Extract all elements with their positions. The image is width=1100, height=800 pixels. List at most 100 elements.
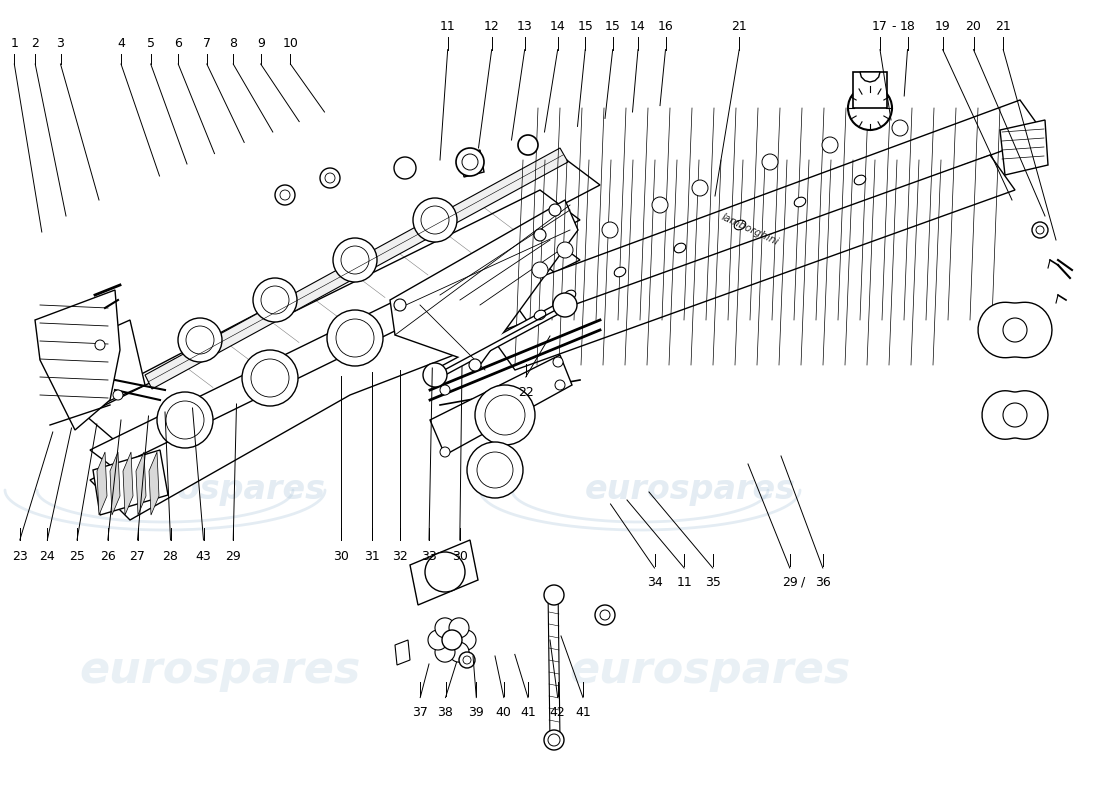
Circle shape (327, 310, 383, 366)
Text: 23: 23 (12, 550, 28, 562)
Polygon shape (97, 452, 107, 515)
Ellipse shape (614, 267, 626, 277)
Text: 18: 18 (900, 20, 915, 33)
Circle shape (692, 180, 708, 196)
Ellipse shape (564, 290, 575, 300)
Circle shape (1036, 226, 1044, 234)
Polygon shape (145, 148, 568, 389)
Circle shape (1003, 318, 1027, 342)
Circle shape (518, 135, 538, 155)
Text: 24: 24 (40, 550, 55, 562)
Circle shape (762, 154, 778, 170)
Polygon shape (490, 155, 1015, 370)
Polygon shape (460, 150, 484, 177)
Circle shape (253, 278, 297, 322)
Text: 36: 36 (815, 576, 830, 589)
Circle shape (242, 350, 298, 406)
Text: 29: 29 (782, 576, 797, 589)
Circle shape (600, 610, 610, 620)
Text: lamborghini: lamborghini (719, 212, 780, 248)
Circle shape (157, 392, 213, 448)
Circle shape (892, 120, 907, 136)
Text: 22: 22 (518, 386, 534, 398)
Polygon shape (395, 640, 410, 665)
Circle shape (440, 385, 450, 395)
Circle shape (324, 173, 336, 183)
Polygon shape (90, 230, 580, 480)
Circle shape (468, 442, 522, 498)
Circle shape (822, 137, 838, 153)
Text: 41: 41 (520, 706, 536, 718)
Text: 27: 27 (130, 550, 145, 562)
Text: 35: 35 (705, 576, 720, 589)
Circle shape (553, 357, 563, 367)
Ellipse shape (794, 197, 806, 207)
Text: 7: 7 (202, 37, 211, 50)
Polygon shape (505, 100, 1045, 325)
Circle shape (456, 630, 476, 650)
Circle shape (434, 618, 455, 638)
Ellipse shape (535, 310, 546, 320)
Circle shape (544, 730, 564, 750)
Text: 28: 28 (163, 550, 178, 562)
Circle shape (275, 185, 295, 205)
Polygon shape (110, 452, 120, 515)
Circle shape (548, 734, 560, 746)
Text: 21: 21 (996, 20, 1011, 33)
Circle shape (557, 242, 573, 258)
Circle shape (421, 206, 449, 234)
Polygon shape (148, 452, 159, 515)
Circle shape (440, 447, 450, 457)
Text: 26: 26 (100, 550, 116, 562)
Circle shape (320, 168, 340, 188)
Circle shape (95, 340, 104, 350)
Polygon shape (136, 452, 146, 515)
Circle shape (449, 642, 469, 662)
Circle shape (428, 630, 448, 650)
Text: 39: 39 (469, 706, 484, 718)
Text: 14: 14 (630, 20, 646, 33)
Circle shape (336, 319, 374, 357)
Circle shape (532, 262, 548, 278)
Polygon shape (35, 290, 120, 430)
Circle shape (394, 299, 406, 311)
Circle shape (848, 86, 892, 130)
Text: 34: 34 (647, 576, 662, 589)
Polygon shape (410, 540, 478, 605)
Circle shape (556, 380, 565, 390)
Text: 31: 31 (364, 550, 380, 562)
Text: 19: 19 (935, 20, 950, 33)
Text: 12: 12 (484, 20, 499, 33)
Circle shape (456, 148, 484, 176)
Text: 14: 14 (550, 20, 565, 33)
Circle shape (424, 363, 447, 387)
Circle shape (449, 618, 469, 638)
Polygon shape (548, 588, 560, 742)
Circle shape (463, 656, 471, 664)
Circle shape (534, 229, 546, 241)
Text: eurospares: eurospares (114, 474, 326, 506)
Polygon shape (978, 302, 1052, 358)
Ellipse shape (734, 220, 746, 230)
Polygon shape (1000, 120, 1048, 175)
Circle shape (475, 385, 535, 445)
Polygon shape (85, 190, 580, 445)
Polygon shape (390, 200, 578, 365)
Polygon shape (90, 260, 580, 520)
Text: 15: 15 (578, 20, 593, 33)
Text: 3: 3 (56, 37, 65, 50)
Polygon shape (430, 355, 572, 455)
Text: eurospares: eurospares (570, 649, 850, 691)
Circle shape (477, 452, 513, 488)
Circle shape (652, 197, 668, 213)
Text: 42: 42 (550, 706, 565, 718)
Circle shape (261, 286, 289, 314)
Polygon shape (130, 155, 600, 410)
Polygon shape (94, 450, 168, 515)
Text: eurospares: eurospares (79, 649, 361, 691)
Circle shape (412, 198, 456, 242)
Circle shape (166, 401, 204, 439)
Text: 40: 40 (496, 706, 512, 718)
Polygon shape (982, 390, 1048, 439)
Text: -: - (891, 20, 895, 33)
